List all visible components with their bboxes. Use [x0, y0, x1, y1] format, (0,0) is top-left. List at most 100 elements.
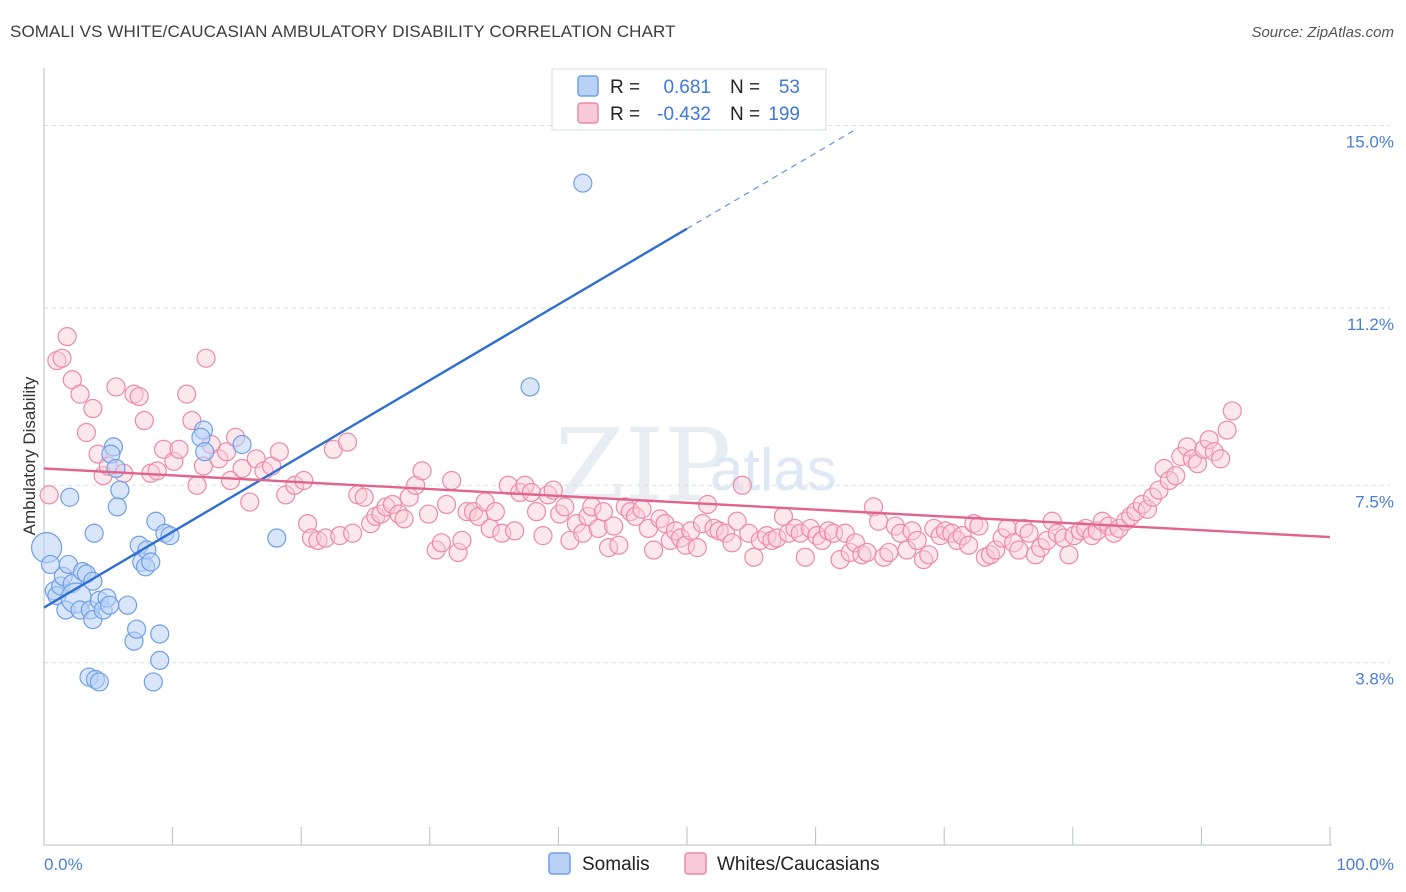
- whites-point: [457, 502, 477, 522]
- whites-point: [442, 470, 462, 491]
- whites-point: [830, 550, 850, 570]
- x-tick-label-min: 0.0%: [44, 855, 83, 874]
- whites-point: [992, 528, 1012, 548]
- whites-point: [879, 542, 899, 563]
- legend-swatch-somalis: [577, 75, 599, 97]
- bottom-legend-label-somalis: Somalis: [582, 854, 650, 875]
- whites-point: [57, 326, 77, 347]
- whites-point: [1177, 437, 1197, 457]
- bottom-legend-swatch-whites: [684, 852, 707, 875]
- somalis-trend-line: [43, 227, 688, 609]
- whites-point: [1009, 540, 1029, 560]
- y-tick-label: 7.5%: [1355, 492, 1394, 511]
- whites-point: [187, 475, 207, 495]
- whites-point: [1142, 487, 1163, 507]
- whites-point: [975, 547, 995, 567]
- whites-point: [952, 526, 972, 546]
- whites-point: [217, 442, 237, 462]
- whites-point: [1154, 458, 1174, 479]
- whites-point: [485, 502, 505, 522]
- whites-point: [452, 530, 472, 551]
- somalis-point: [110, 480, 130, 500]
- whites-point: [431, 533, 451, 553]
- somalis-point: [84, 523, 104, 543]
- legend-r-label-somalis: R =: [610, 77, 640, 98]
- legend-n-value-somalis: 53: [779, 77, 800, 98]
- legend-r-value-somalis: 0.681: [663, 77, 711, 98]
- whites-point: [298, 514, 318, 534]
- whites-point: [852, 545, 872, 565]
- somalis-point: [573, 173, 593, 193]
- y-tick-label: 15.0%: [1346, 133, 1394, 152]
- somalis-point: [267, 528, 287, 548]
- chart-title: SOMALI VS WHITE/CAUCASIAN AMBULATORY DIS…: [10, 22, 676, 41]
- legend: R = 0.681 N = 53 R = -0.432 N = 199: [551, 68, 827, 131]
- bottom-legend: Somalis Whites/Caucasians: [548, 852, 880, 875]
- whites-point: [521, 482, 541, 503]
- legend-r-value-whites: -0.432: [657, 104, 711, 125]
- legend-n-label-whites: N =: [730, 104, 760, 125]
- whites-point: [732, 475, 752, 495]
- somalis-point: [232, 434, 252, 455]
- whites-point: [687, 538, 707, 558]
- whites-point: [902, 521, 922, 541]
- whites-point: [1109, 518, 1129, 539]
- bottom-legend-label-whites: Whites/Caucasians: [717, 854, 880, 875]
- x-ticks: [43, 827, 1331, 845]
- whites-point: [246, 449, 266, 469]
- legend-n-label-somalis: N =: [730, 77, 760, 98]
- whites-point: [269, 442, 289, 462]
- whites-point: [1037, 530, 1057, 551]
- whites-point: [924, 518, 944, 539]
- whites-point: [177, 384, 197, 404]
- whites-point: [533, 526, 553, 546]
- whites-point: [134, 410, 154, 431]
- whites-point: [436, 494, 457, 515]
- legend-n-value-whites: 199: [768, 104, 800, 125]
- whites-point: [907, 530, 927, 551]
- somalis-point: [60, 487, 80, 507]
- whites-point: [343, 523, 363, 543]
- axes: [43, 68, 1332, 846]
- whites-point: [47, 350, 67, 371]
- chart-source: Source: ZipAtlas.com: [1251, 24, 1394, 41]
- whites-point: [394, 509, 414, 529]
- whites-point: [1171, 446, 1191, 467]
- series-somalis-points: [30, 173, 593, 692]
- whites-point: [744, 547, 764, 567]
- whites-point: [1217, 420, 1237, 440]
- whites-point: [1149, 480, 1169, 500]
- whites-point: [52, 348, 72, 368]
- whites-point: [762, 530, 782, 551]
- whites-point: [448, 542, 468, 563]
- somalis-point: [107, 497, 127, 517]
- somalis-point: [195, 442, 215, 462]
- somalis-point: [143, 672, 163, 692]
- whites-point: [526, 502, 547, 522]
- whites-point: [824, 523, 844, 543]
- somalis-point: [106, 458, 126, 479]
- whites-point: [316, 528, 336, 548]
- whites-point: [609, 535, 629, 555]
- whites-point: [897, 540, 917, 560]
- whites-point: [1222, 401, 1242, 421]
- whites-point: [76, 422, 97, 443]
- legend-swatch-whites: [577, 102, 599, 124]
- x-tick-label-max: 100.0%: [1336, 855, 1394, 874]
- whites-point: [308, 530, 328, 551]
- whites-point: [1211, 449, 1231, 469]
- gridlines: [44, 125, 1390, 664]
- whites-point: [382, 494, 403, 515]
- y-tick-label: 3.8%: [1355, 670, 1394, 689]
- whites-trend-line: [43, 467, 1331, 539]
- whites-point: [124, 384, 144, 404]
- whites-point: [986, 540, 1006, 560]
- whites-point: [969, 516, 989, 536]
- whites-point: [1137, 499, 1157, 519]
- whites-point: [593, 502, 614, 522]
- whites-point: [294, 470, 314, 491]
- whites-point: [39, 485, 59, 505]
- whites-point: [790, 523, 810, 543]
- trend-lines: [43, 129, 1331, 609]
- whites-point: [643, 540, 664, 560]
